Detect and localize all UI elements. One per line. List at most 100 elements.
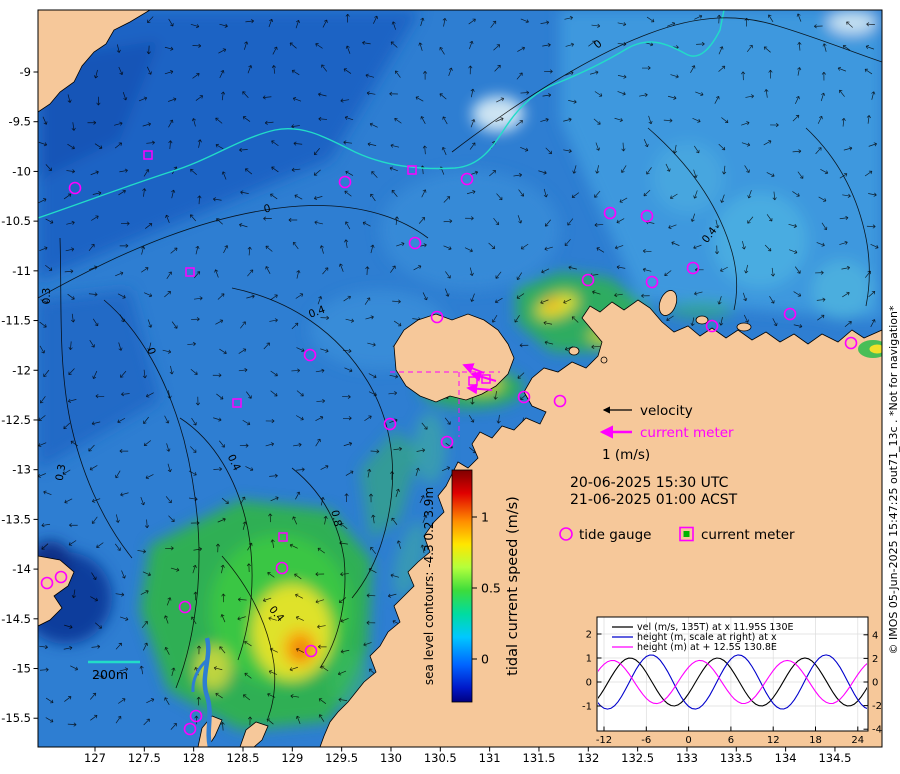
velocity-arrow [197,139,202,148]
current-meter-marker [407,165,417,175]
velocity-arrow [837,66,847,72]
velocity-arrow [741,142,751,147]
velocity-arrow [444,417,451,425]
velocity-arrow [143,642,148,651]
velocity-arrow [64,269,74,274]
velocity-arrow [140,496,145,506]
velocity-arrow [365,315,374,320]
velocity-arrow [693,244,702,250]
velocity-arrow [465,216,474,221]
velocity-arrow [766,214,773,222]
velocity-arrow [772,318,778,327]
coastal-water-details [191,340,882,747]
velocity-arrow [271,65,276,74]
velocity-arrow [340,98,350,103]
velocity-arrow [295,616,304,621]
velocity-arrow [345,318,355,323]
velocity-arrow [543,320,553,326]
velocity-arrow [371,514,376,524]
lon-tick-label: 133.5 [720,751,753,765]
velocity-arrow [141,267,149,273]
lon-tick-label: 129.5 [325,751,358,765]
velocity-arrow [871,91,876,100]
velocity-arrow [821,71,826,81]
velocity-arrow [563,148,572,154]
tide-gauge-marker [408,236,422,250]
velocity-arrow [164,415,170,424]
velocity-arrow [669,193,678,200]
contour-label: 0.4 [307,304,327,321]
velocity-arrow [369,122,378,128]
velocity-arrow [314,220,323,225]
velocity-arrow [493,44,501,51]
velocity-arrow [746,44,753,53]
velocity-arrow [67,293,75,300]
land-timor [38,10,151,113]
velocity-arrow [793,324,803,329]
velocity-arrow [390,143,400,148]
velocity-arrow [88,243,95,252]
velocity-arrow [239,147,248,153]
velocity-arrow [663,118,673,123]
velocity-arrow [67,94,72,103]
velocity-arrow [217,293,225,300]
velocity-arrow [594,91,603,97]
velocity-arrow [192,73,200,79]
velocity-arrow [643,139,649,148]
velocity-arrow [239,443,249,448]
velocity-arrow [145,392,154,398]
inset-right-tick-label: 4 [872,630,878,641]
velocity-arrow [373,15,378,24]
inset-background [596,616,869,732]
velocity-arrow [421,189,427,198]
tide-gauge-marker [183,722,197,736]
velocity-arrow [292,516,298,525]
velocity-arrow [339,263,344,272]
tide-gauge-marker [686,261,700,275]
velocity-arrow [193,296,203,301]
velocity-arrow [672,144,678,154]
velocity-arrow [242,521,247,530]
velocity-arrow [262,95,272,100]
velocity-arrow [238,348,247,354]
velocity-arrow [495,117,504,122]
velocity-arrow [39,667,49,672]
velocity-arrow [443,219,453,224]
velocity-arrow [95,394,105,399]
velocity-arrow [864,68,873,75]
inset-left-tick-label: 1 [586,654,592,665]
velocity-arrow [192,43,202,48]
velocity-arrow [344,239,349,248]
isobath-200m [38,10,725,219]
velocity-arrow [418,42,423,51]
velocity-arrow [393,446,403,451]
velocity-arrow [693,190,698,199]
velocity-arrow [516,272,523,280]
velocity-arrow [340,649,350,654]
inset-left-tick-label: -1 [582,702,592,713]
land-tiwi-islands [393,313,515,403]
velocity-arrow [665,163,671,172]
velocity-arrow [164,697,170,705]
tide-gauge-marker [783,307,797,321]
velocity-arrow [147,319,153,328]
velocity-arrow [389,374,399,379]
velocity-arrow [545,147,552,155]
velocity-arrow [320,315,330,320]
velocity-arrow [272,46,278,55]
velocity-arrow [213,466,223,472]
velocity-arrow [513,173,522,178]
tide-gauge-marker [640,209,654,223]
velocity-arrow [119,168,128,173]
velocity-arrow [117,293,126,299]
inset-series-line [598,654,867,710]
velocity-arrow [642,267,652,272]
velocity-arrow [195,245,200,255]
velocity-arrow [571,316,579,323]
velocity-arrow [842,291,850,298]
inset-curves [598,654,867,710]
velocity-arrow [517,215,523,224]
velocity-arrow [717,14,722,24]
velocity-arrow [390,265,396,273]
inset-x-tick-label: 12 [767,735,780,746]
